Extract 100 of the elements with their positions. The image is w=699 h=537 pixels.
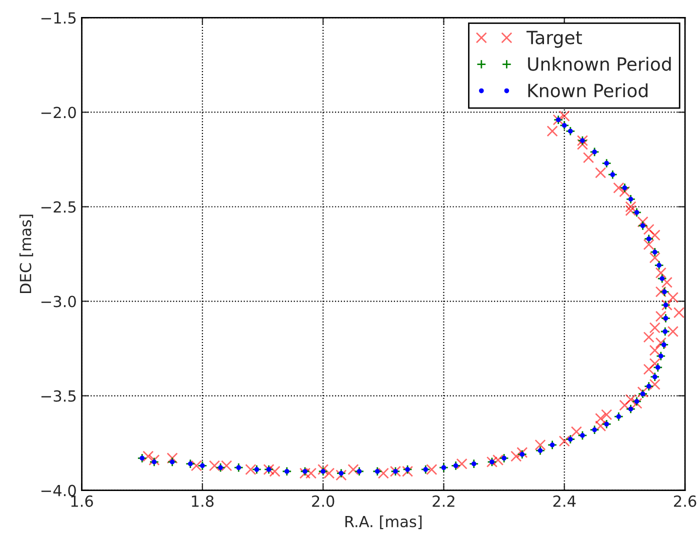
point <box>616 414 622 419</box>
point <box>234 462 244 472</box>
point <box>661 342 666 348</box>
point <box>441 465 446 470</box>
point <box>560 120 570 130</box>
point <box>580 138 585 144</box>
point <box>650 247 660 257</box>
point <box>152 459 157 464</box>
point <box>660 286 670 297</box>
point <box>550 442 555 448</box>
point <box>662 289 667 294</box>
point <box>608 170 618 180</box>
point <box>658 354 664 359</box>
x-tick-label: 1.8 <box>192 495 214 507</box>
point <box>628 406 634 412</box>
y-tick-label: −3.0 <box>41 296 76 308</box>
point <box>402 464 412 474</box>
point <box>646 236 652 242</box>
point <box>622 185 628 190</box>
point <box>254 467 260 472</box>
point <box>320 468 326 474</box>
point <box>535 446 546 456</box>
legend-label: Unknown Period <box>528 56 671 71</box>
point <box>282 466 292 476</box>
point <box>338 470 344 476</box>
point <box>638 220 648 231</box>
point <box>592 149 597 154</box>
point <box>660 276 665 282</box>
point <box>662 329 668 334</box>
x-tick-label: 1.6 <box>71 495 93 507</box>
point <box>590 147 600 157</box>
point <box>602 158 612 168</box>
point <box>620 182 630 193</box>
point <box>632 208 642 218</box>
y-tick-label: −2.0 <box>41 106 76 118</box>
point <box>499 453 509 464</box>
point <box>356 468 362 474</box>
point <box>659 340 669 350</box>
point <box>556 117 561 122</box>
point <box>438 462 449 472</box>
y-tick-label: −3.5 <box>41 390 76 402</box>
point <box>140 456 145 461</box>
point <box>423 467 428 472</box>
point <box>663 302 668 308</box>
point <box>538 448 543 454</box>
point <box>652 374 658 380</box>
y-tick-label: −2.5 <box>41 201 76 213</box>
point <box>218 465 223 470</box>
y-tick-label: −4.0 <box>41 484 76 496</box>
point <box>502 456 506 461</box>
point <box>393 468 398 474</box>
point <box>517 450 528 460</box>
point <box>170 459 175 464</box>
point <box>632 396 642 406</box>
point <box>374 468 380 474</box>
point <box>216 462 226 472</box>
point <box>656 351 666 361</box>
point <box>628 196 634 202</box>
point <box>656 262 662 268</box>
point <box>188 461 193 466</box>
point <box>638 389 648 399</box>
point <box>302 468 308 474</box>
point <box>186 458 196 469</box>
point <box>604 160 610 166</box>
point <box>198 460 208 471</box>
point <box>252 464 262 474</box>
point <box>655 364 660 370</box>
point <box>318 466 328 476</box>
point <box>284 468 290 474</box>
y-tick-label: −1.5 <box>41 12 76 24</box>
point <box>568 128 573 134</box>
point <box>663 316 668 321</box>
point <box>266 467 272 472</box>
point <box>471 461 476 466</box>
point <box>660 326 670 336</box>
point <box>657 274 667 284</box>
point <box>568 436 573 442</box>
point <box>566 126 576 136</box>
point <box>336 468 346 478</box>
point <box>200 463 205 468</box>
point <box>300 466 310 476</box>
point <box>469 458 479 469</box>
point <box>453 463 458 468</box>
point <box>634 399 640 404</box>
point <box>646 384 652 389</box>
point <box>654 260 664 270</box>
point <box>566 434 576 444</box>
point <box>644 234 654 244</box>
point <box>580 433 585 438</box>
point <box>650 372 660 382</box>
point <box>610 172 616 178</box>
point <box>614 412 624 422</box>
x-axis-title: R.A. [mas] <box>345 515 422 530</box>
x-tick-label: 2.2 <box>432 495 454 507</box>
point <box>626 404 636 414</box>
point <box>640 391 646 396</box>
legend-label: Known Period <box>528 83 648 98</box>
point <box>547 440 558 450</box>
point <box>520 452 525 457</box>
point <box>236 465 242 470</box>
